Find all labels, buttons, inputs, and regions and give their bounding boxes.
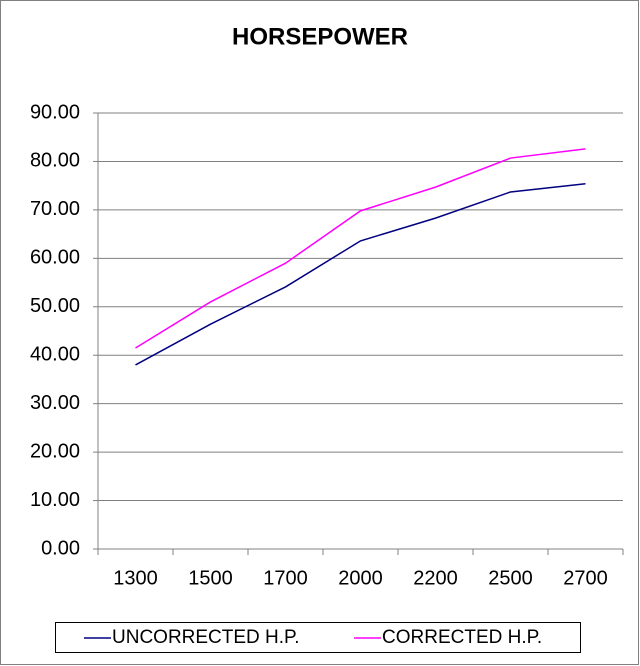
x-tick-label: 1700 [263, 567, 308, 589]
x-tick-label: 2200 [413, 567, 458, 589]
y-tick-label: 50.00 [30, 295, 80, 317]
chart-title: HORSEPOWER [232, 23, 408, 50]
x-tick-label: 2700 [563, 567, 608, 589]
series-line [135, 182, 586, 366]
series-line [135, 148, 586, 349]
legend-label: CORRECTED H.P. [382, 627, 542, 648]
y-tick-label: 80.00 [30, 150, 80, 172]
y-tick-label: 20.00 [30, 440, 80, 462]
x-tick-label: 2500 [488, 567, 533, 589]
y-tick-label: 0.00 [41, 537, 80, 559]
y-tick-label: 40.00 [30, 344, 80, 366]
y-tick-label: 10.00 [30, 489, 80, 511]
y-tick-label: 30.00 [30, 392, 80, 414]
y-tick-label: 70.00 [30, 198, 80, 220]
x-tick-label: 1500 [188, 567, 233, 589]
legend-label: UNCORRECTED H.P. [112, 627, 300, 648]
y-tick-label: 60.00 [30, 247, 80, 269]
x-tick-label: 1300 [113, 567, 158, 589]
y-tick-label: 90.00 [30, 101, 80, 123]
x-tick-label: 2000 [338, 567, 383, 589]
legend-box [55, 622, 581, 653]
